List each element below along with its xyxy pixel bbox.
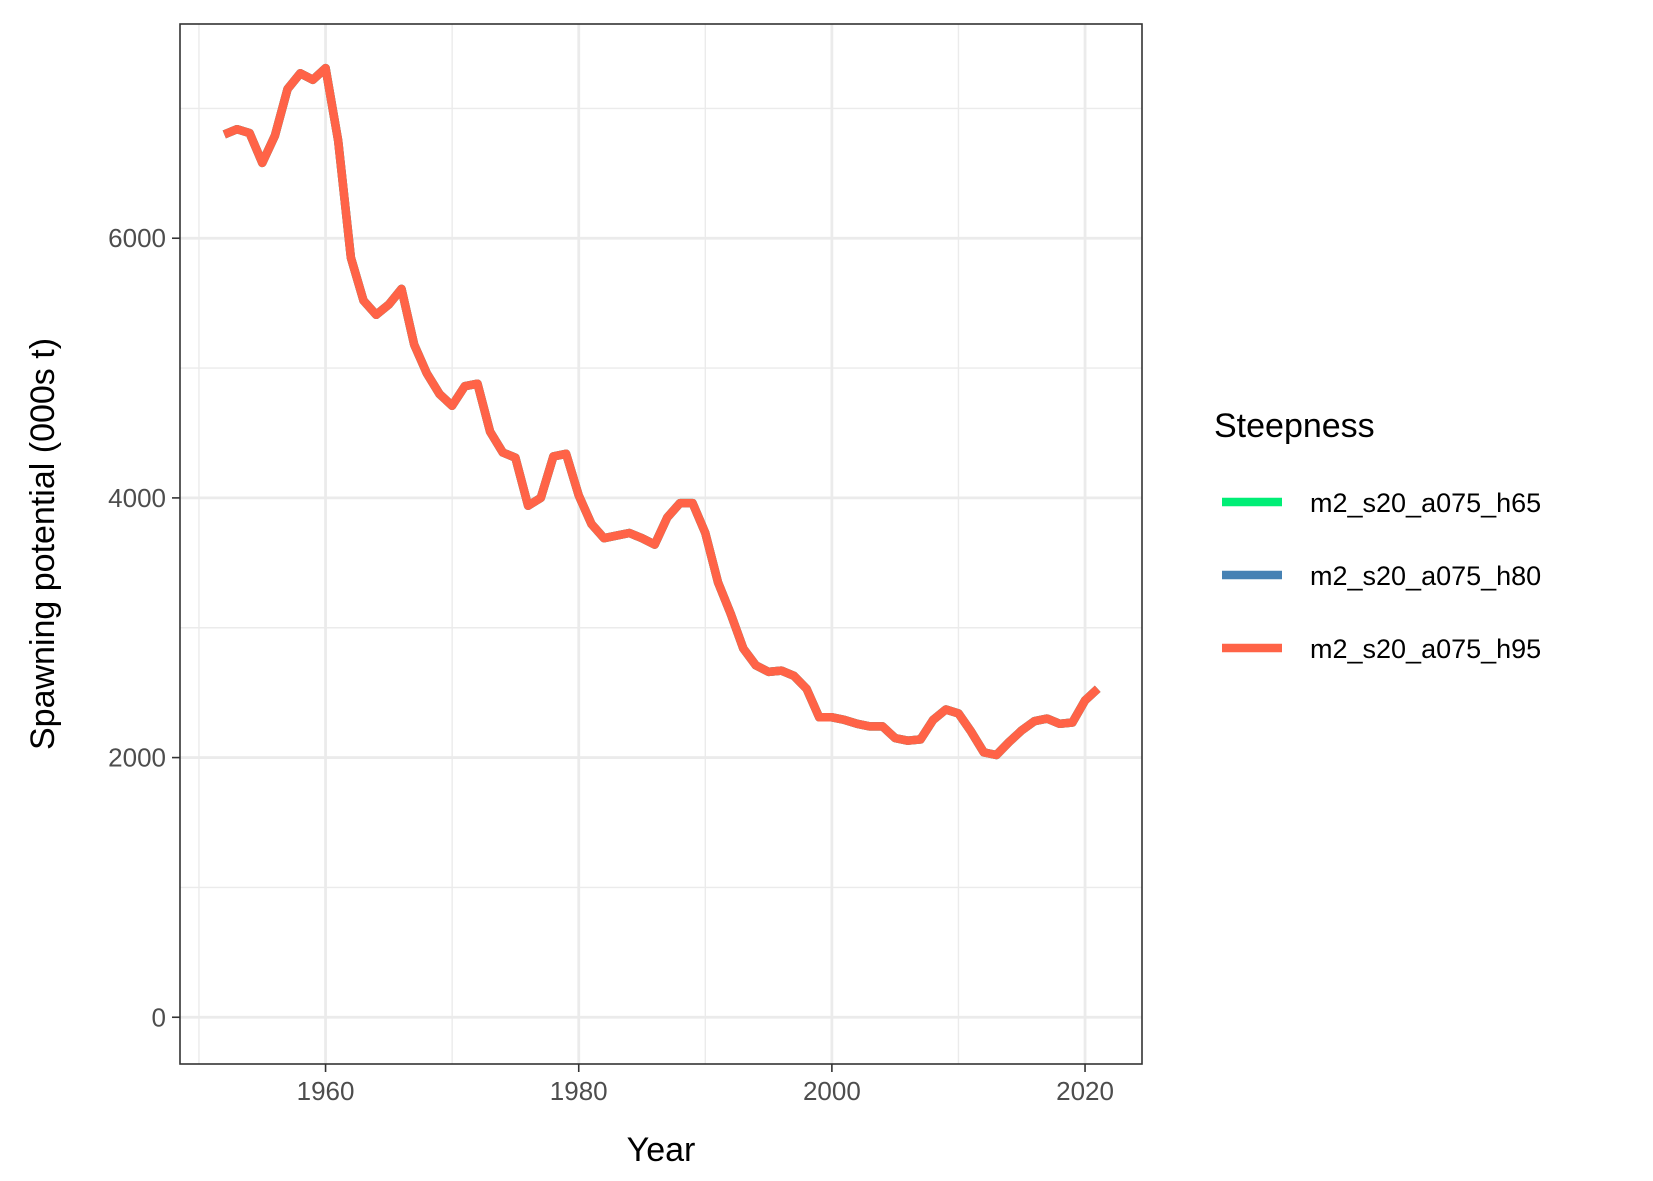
x-tick-label: 1980 — [550, 1076, 608, 1106]
y-tick-label: 2000 — [108, 743, 166, 773]
legend-label: m2_s20_a075_h65 — [1310, 488, 1541, 518]
x-tick-label: 2020 — [1056, 1076, 1114, 1106]
y-tick-label: 4000 — [108, 483, 166, 513]
legend-title: Steepness — [1214, 407, 1375, 445]
series-lines — [222, 63, 1101, 760]
legend-label: m2_s20_a075_h95 — [1310, 634, 1541, 664]
plot-panel-border — [179, 23, 1143, 1065]
x-tick-label: 1960 — [297, 1076, 355, 1106]
x-axis-title: Year — [627, 1131, 696, 1169]
legend-label: m2_s20_a075_h80 — [1310, 561, 1541, 591]
x-axis: 1960 1980 2000 2020 — [297, 1064, 1114, 1106]
y-tick-label: 0 — [152, 1002, 166, 1032]
y-axis: 0 2000 4000 6000 — [108, 223, 180, 1032]
y-tick-label: 6000 — [108, 223, 166, 253]
major-gridlines — [180, 24, 1142, 1064]
x-tick-label: 2000 — [803, 1076, 861, 1106]
series-line-m2_s20_a075_h95 — [222, 63, 1101, 760]
legend: Steepness m2_s20_a075_h65 m2_s20_a075_h80… — [1214, 407, 1541, 664]
y-axis-title: Spawning potential (000s t) — [24, 338, 62, 750]
